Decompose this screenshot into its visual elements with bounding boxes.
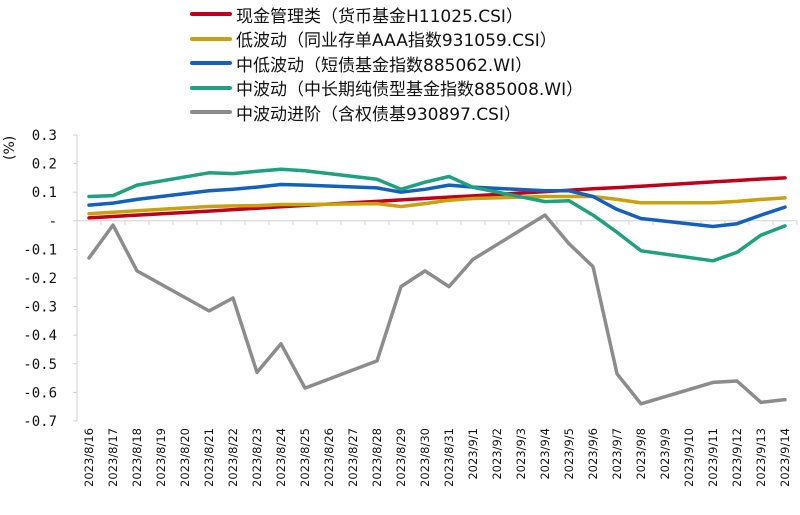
- legend-swatch: [190, 36, 232, 41]
- y-axis-label: (%): [2, 135, 18, 160]
- legend-label: 中波动（中长期纯债型基金指数885008.WI）: [236, 80, 584, 101]
- x-tick-label: 2023/8/17: [106, 428, 120, 487]
- y-tick-label: -0.7: [23, 414, 57, 430]
- x-tick-label: 2023/9/1: [466, 428, 480, 480]
- legend: 现金管理类（货币基金H11025.CSI） 低波动（同业存单AAA指数93105…: [190, 2, 583, 125]
- x-tick-label: 2023/9/8: [634, 428, 648, 480]
- x-tick-label: 2023/8/31: [442, 428, 456, 487]
- legend-label: 中低波动（短债基金指数885062.WI）: [236, 55, 533, 76]
- y-tick-label: 0.3: [32, 128, 57, 144]
- y-tick-label: -0.2: [23, 271, 57, 287]
- series-line-1: [87, 194, 787, 216]
- y-tick-label: -: [49, 214, 57, 230]
- series-line-4: [87, 213, 787, 406]
- legend-item-low-vol: 低波动（同业存单AAA指数931059.CSI）: [190, 27, 583, 52]
- x-tick-label: 2023/9/9: [658, 428, 672, 480]
- y-tick-label: 0.1: [32, 185, 57, 201]
- legend-swatch: [190, 85, 232, 90]
- x-tick-label: 2023/9/12: [730, 428, 744, 487]
- legend-swatch: [190, 12, 232, 17]
- x-tick-label: 2023/8/20: [178, 428, 192, 487]
- legend-item-cash: 现金管理类（货币基金H11025.CSI）: [190, 2, 583, 27]
- y-tick-label: -0.6: [23, 385, 57, 401]
- legend-swatch: [190, 110, 232, 115]
- x-tick-label: 2023/8/26: [322, 428, 336, 487]
- x-tick-label: 2023/8/29: [394, 428, 408, 487]
- x-tick-label: 2023/8/30: [418, 428, 432, 487]
- y-tick-label: -0.3: [23, 300, 57, 316]
- x-tick-label: 2023/9/2: [490, 428, 504, 480]
- x-tick-label: 2023/8/22: [226, 428, 240, 487]
- legend-swatch: [190, 61, 232, 66]
- legend-item-mid-low-vol: 中低波动（短债基金指数885062.WI）: [190, 51, 583, 76]
- x-tick-label: 2023/9/10: [682, 428, 696, 487]
- series-line-2: [87, 182, 787, 229]
- x-tick-label: 2023/8/25: [298, 428, 312, 487]
- y-tick-label: -0.1: [23, 242, 57, 258]
- x-tick-label: 2023/8/18: [130, 428, 144, 487]
- series-line-3: [87, 167, 787, 263]
- legend-label: 中波动进阶（含权债基930897.CSI）: [236, 104, 521, 125]
- y-tick-label: -0.5: [23, 357, 57, 373]
- x-tick-label: 2023/8/23: [250, 428, 264, 487]
- x-tick-label: 2023/9/11: [706, 428, 720, 487]
- y-tick-label: -0.4: [23, 328, 57, 344]
- legend-item-mid-vol-plus: 中波动进阶（含权债基930897.CSI）: [190, 100, 583, 125]
- x-tick-label: 2023/9/13: [754, 428, 768, 487]
- legend-item-mid-vol: 中波动（中长期纯债型基金指数885008.WI）: [190, 76, 584, 101]
- x-tick-label: 2023/9/14: [778, 428, 792, 487]
- legend-label: 现金管理类（货币基金H11025.CSI）: [236, 6, 523, 27]
- x-tick-label: 2023/9/6: [586, 428, 600, 480]
- x-tick-label: 2023/9/5: [562, 428, 576, 480]
- x-tick-label: 2023/9/4: [538, 428, 552, 480]
- x-tick-label: 2023/8/19: [154, 428, 168, 487]
- x-tick-label: 2023/9/3: [514, 428, 528, 480]
- legend-label: 低波动（同业存单AAA指数931059.CSI）: [236, 31, 557, 52]
- x-tick-label: 2023/9/7: [610, 428, 624, 480]
- x-tick-label: 2023/8/24: [274, 428, 288, 487]
- series-line-0: [87, 176, 787, 220]
- x-tick-label: 2023/8/21: [202, 428, 216, 487]
- x-tick-label: 2023/8/27: [346, 428, 360, 487]
- y-tick-label: 0.2: [32, 157, 57, 173]
- x-tick-label: 2023/8/28: [370, 428, 384, 487]
- x-tick-label: 2023/8/16: [82, 428, 96, 487]
